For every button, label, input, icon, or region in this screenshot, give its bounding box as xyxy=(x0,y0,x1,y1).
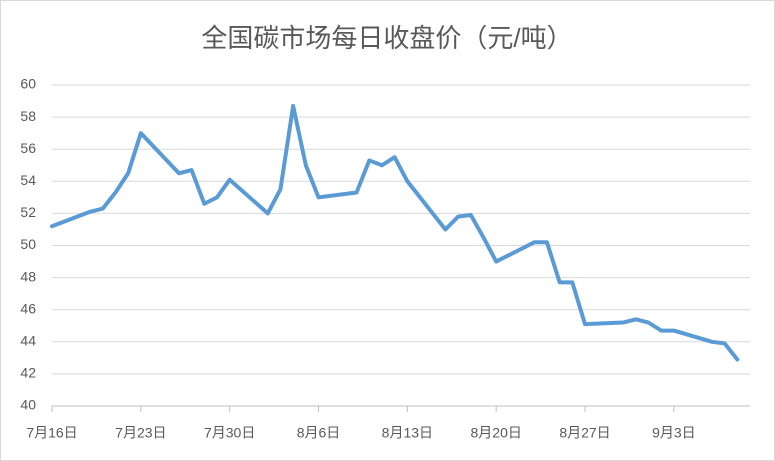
x-tick-label: 9月3日 xyxy=(652,425,696,441)
x-tick-label: 8月13日 xyxy=(382,425,433,441)
x-tick-label: 8月6日 xyxy=(297,425,341,441)
chart-title: 全国碳市场每日收盘价（元/吨） xyxy=(201,23,572,53)
y-tick-label: 44 xyxy=(20,333,36,349)
y-tick-label: 48 xyxy=(20,268,36,284)
x-tick-label: 8月20日 xyxy=(471,425,522,441)
y-tick-label: 40 xyxy=(20,397,36,413)
line-series xyxy=(50,103,740,362)
y-tick-label: 58 xyxy=(20,108,36,124)
y-tick-label: 50 xyxy=(20,236,36,252)
x-tick-label: 8月27日 xyxy=(559,425,610,441)
y-tick-label: 52 xyxy=(20,204,36,220)
x-tick-label: 7月30日 xyxy=(204,425,255,441)
y-tick-label: 46 xyxy=(20,300,36,316)
y-tick-label: 60 xyxy=(20,76,36,92)
y-tick-label: 54 xyxy=(20,172,36,188)
x-tick-label: 7月23日 xyxy=(115,425,166,441)
y-tick-label: 42 xyxy=(20,365,36,381)
x-tick-label: 7月16日 xyxy=(26,425,77,441)
y-tick-label: 56 xyxy=(20,140,36,156)
